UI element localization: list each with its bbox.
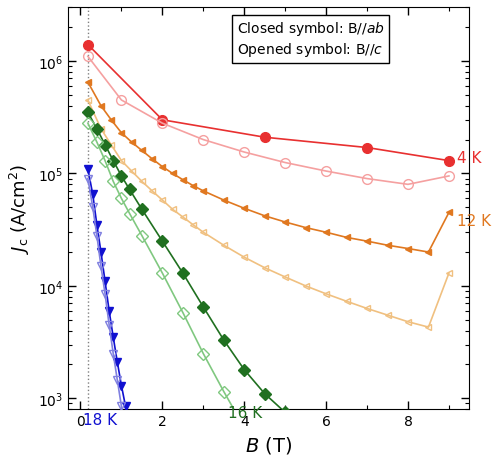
Text: 18 K: 18 K xyxy=(82,412,116,427)
Y-axis label: $J_{\mathrm{c}}$ (A/cm$^{2}$): $J_{\mathrm{c}}$ (A/cm$^{2}$) xyxy=(8,164,32,254)
Text: 4 K: 4 K xyxy=(457,150,481,165)
Text: 12 K: 12 K xyxy=(457,214,491,229)
X-axis label: $B$ (T): $B$ (T) xyxy=(246,434,292,455)
Text: 16 K: 16 K xyxy=(228,405,262,420)
Text: Closed symbol: B//$ab$
Opened symbol: B//$c$: Closed symbol: B//$ab$ Opened symbol: B/… xyxy=(236,20,384,59)
